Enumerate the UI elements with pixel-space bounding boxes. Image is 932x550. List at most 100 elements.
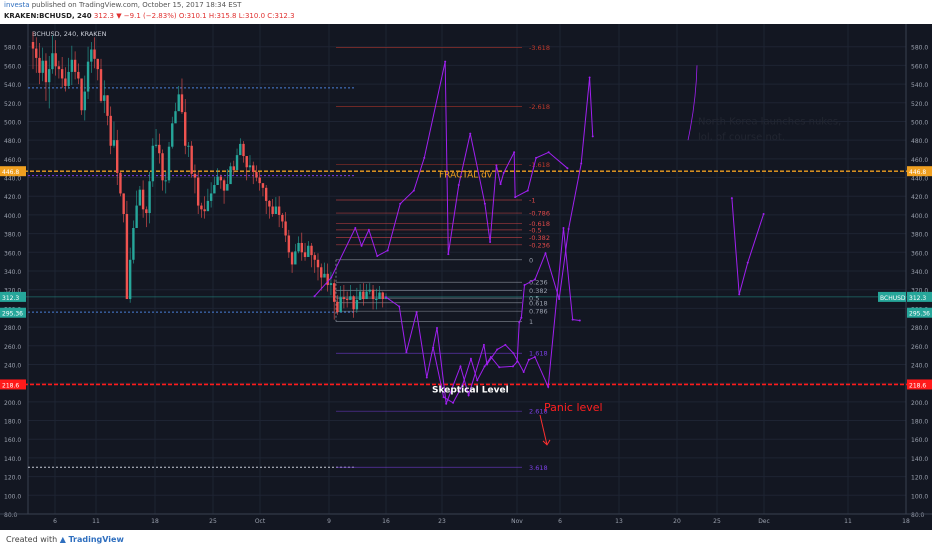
fib-level-label: -0.5 [529, 226, 542, 234]
forecast-point [746, 261, 749, 264]
y-tick-right: 580.0 [911, 45, 928, 52]
forecast-point [483, 202, 486, 205]
fib-level-label: -1 [529, 196, 535, 204]
candle-body [310, 245, 313, 256]
candle-body [109, 115, 112, 146]
y-tick-right: 460.0 [911, 157, 928, 164]
candle-body [164, 180, 167, 182]
y-tick-right: 340.0 [911, 269, 928, 276]
candle-body [229, 166, 232, 185]
forecast-point [738, 293, 741, 296]
forecast-point [514, 196, 517, 199]
candle-body [187, 145, 190, 147]
forecast-point [398, 305, 401, 308]
candle-body [216, 176, 219, 186]
price-tag-left [0, 307, 26, 318]
author-link[interactable]: investa [4, 1, 30, 9]
candle-body [326, 273, 329, 286]
forecast-point [762, 212, 765, 215]
candle-body [154, 144, 158, 146]
candle-body [161, 153, 164, 181]
fractal-annotation: FRACTAL dv [439, 171, 493, 181]
candle-body [274, 206, 278, 214]
y-tick-left: 580.0 [4, 45, 21, 52]
candle-body [125, 213, 129, 300]
candle-body [203, 209, 206, 212]
candle-body [268, 200, 271, 207]
candle-body [261, 183, 265, 188]
candle-body [307, 245, 310, 257]
y-tick-left: 160.0 [4, 437, 21, 444]
y-tick-left: 240.0 [4, 362, 21, 369]
forecast-point [360, 244, 363, 247]
candle-body [190, 145, 193, 174]
candle-body [226, 184, 229, 191]
price-tag-left [0, 379, 26, 390]
candle-body [132, 228, 135, 260]
candle-body [180, 94, 184, 113]
candle-body [371, 289, 375, 300]
forecast-point [467, 394, 470, 397]
candle-body [141, 189, 145, 210]
fib-level-label: 1.618 [529, 350, 548, 358]
candle-body [67, 71, 70, 86]
candle-body [345, 299, 349, 301]
price-tag-right [907, 166, 932, 177]
forecast-point [730, 197, 733, 200]
candle-body [358, 291, 362, 300]
last-price: 312.3 [93, 12, 114, 20]
forecast-point [425, 376, 428, 379]
price-tag-left-label: 295.36 [2, 311, 23, 318]
chart-area[interactable]: 80.0 80.0 100.0 100.0 120.0 120.0 140.0 140.0 16… [0, 24, 932, 530]
candle-body [349, 296, 352, 300]
x-tick-label: 25 [209, 518, 217, 525]
y-tick-right: 80.0 [911, 512, 925, 519]
forecast-point [566, 167, 569, 170]
candle-body [177, 94, 180, 112]
fib-level-label: -1.618 [529, 161, 550, 169]
y-tick-left: 420.0 [4, 194, 21, 201]
candle-body [70, 59, 74, 72]
candle-body [355, 299, 359, 310]
y-tick-left: 480.0 [4, 138, 21, 145]
y-tick-right: 480.0 [911, 138, 928, 145]
y-tick-left: 460.0 [4, 157, 21, 164]
candle-body [362, 291, 365, 300]
forecast-point [376, 255, 379, 258]
forecast-point [423, 156, 426, 159]
candle-body [332, 283, 336, 302]
fib-level-label: -0.618 [529, 220, 550, 228]
candle-body [290, 252, 294, 265]
x-tick-label: 6 [558, 518, 562, 525]
x-tick-label: 16 [382, 518, 390, 525]
candle-body [255, 171, 258, 178]
candle-body [209, 193, 213, 201]
forecast-point [367, 228, 370, 231]
candle-body [86, 61, 90, 92]
forecast-point [535, 156, 538, 159]
candle-body [239, 143, 242, 156]
candle-body [184, 112, 187, 146]
x-tick-label: 11 [844, 518, 852, 525]
forecast-point [330, 276, 333, 279]
candle-body [258, 177, 261, 184]
candle-body [90, 49, 93, 62]
tradingview-brand[interactable]: TradingView [68, 535, 124, 544]
fib-level-label: 2.618 [529, 408, 548, 416]
y-tick-left: 280.0 [4, 325, 21, 332]
candle-body [342, 297, 346, 300]
candle-body [116, 140, 119, 173]
forecast-point [523, 284, 526, 287]
candle-body [271, 206, 274, 214]
forecast-point [436, 327, 438, 330]
y-tick-left: 360.0 [4, 250, 21, 257]
forecast-point [405, 351, 408, 354]
forecast-point [469, 132, 472, 135]
fib-level-label: 0.236 [529, 279, 548, 287]
y-tick-left: 540.0 [4, 82, 21, 89]
price-tag-right-label: 446.8 [909, 169, 926, 176]
candle-body [54, 53, 57, 67]
candle-body [287, 235, 291, 253]
forecast-point [516, 360, 519, 363]
